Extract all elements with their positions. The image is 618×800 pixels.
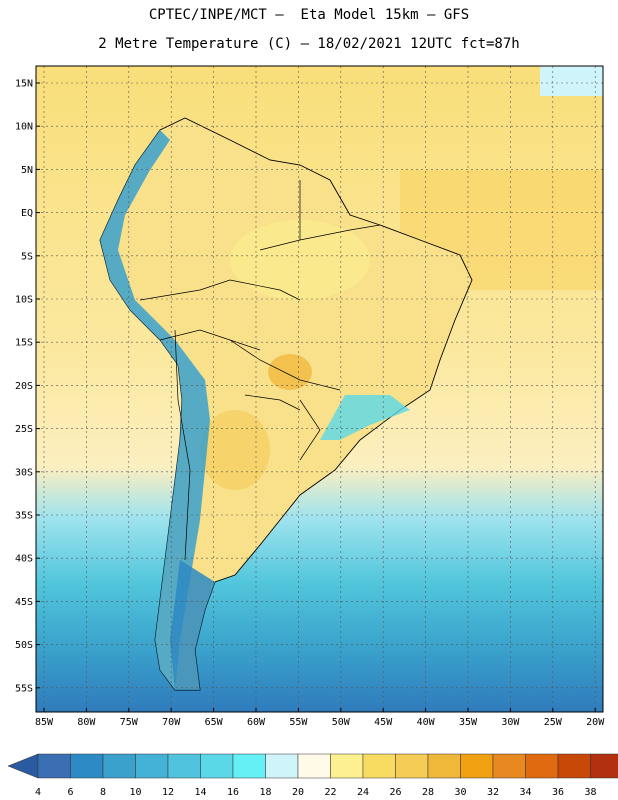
legend-swatch: [427, 753, 461, 779]
lon-label: 75W: [120, 717, 139, 728]
legend-label: 14: [194, 787, 206, 798]
legend-label: 34: [519, 787, 531, 798]
lon-label: 25W: [544, 717, 563, 728]
lat-label: 10N: [15, 122, 33, 133]
lon-label: 45W: [374, 717, 393, 728]
legend-swatch: [102, 753, 136, 779]
legend-swatch: [525, 753, 559, 779]
lon-label: 35W: [459, 717, 478, 728]
lon-label: 40W: [417, 717, 436, 728]
legend-label: 16: [227, 787, 239, 798]
lat-label: 20S: [15, 381, 33, 392]
legend-label: 20: [292, 787, 304, 798]
legend-label: 28: [422, 787, 434, 798]
longitude-labels: 85W 80W 75W 70W 65W 60W 55W 50W 45W 40W 35W 30W 25W 2…: [35, 708, 605, 728]
warm-area-amazon: [230, 220, 370, 300]
lat-label: 25S: [15, 424, 33, 435]
legend-swatch: [37, 753, 71, 779]
legend-label: 24: [357, 787, 369, 798]
color-legend: [7, 753, 618, 779]
legend-label: 22: [324, 787, 336, 798]
map-title-line2: 2 Metre Temperature (C) – 18/02/2021 12U…: [98, 36, 520, 52]
legend-label: 36: [552, 787, 564, 798]
lat-label: 55S: [15, 683, 33, 694]
legend-label: 8: [100, 787, 106, 798]
legend-swatch: [395, 753, 429, 779]
lon-label: 50W: [332, 717, 351, 728]
legend-label: 30: [454, 787, 466, 798]
legend-low-arrow: [7, 753, 39, 779]
legend-swatch: [70, 753, 104, 779]
hot-spot-paraguay: [268, 354, 312, 390]
legend-label: 38: [584, 787, 596, 798]
legend-swatch: [460, 753, 494, 779]
lat-label: 10S: [15, 295, 33, 306]
legend-swatch: [492, 753, 526, 779]
latitude-labels: 15N 10N 5N EQ 5S 10S 15S 20S 25S 30S 35S 40S 45S 50S 5…: [15, 79, 40, 694]
legend-swatch: [232, 753, 266, 779]
legend-label: 18: [259, 787, 271, 798]
lon-label: 65W: [205, 717, 224, 728]
legend-label: 26: [389, 787, 401, 798]
legend-swatch: [265, 753, 299, 779]
legend-swatch: [135, 753, 169, 779]
lat-label: 15N: [15, 79, 33, 90]
legend-swatch: [167, 753, 201, 779]
warm-area-argentina: [200, 410, 270, 490]
lat-label: 5N: [21, 165, 33, 176]
lon-label: 55W: [289, 717, 308, 728]
legend-swatch: [557, 753, 591, 779]
lat-label: 5S: [21, 251, 33, 262]
lat-label: 40S: [15, 554, 33, 565]
lat-label: 35S: [15, 511, 33, 522]
map-title-line1: CPTEC/INPE/MCT – Eta Model 15km – GFS: [148, 7, 470, 23]
lat-label: 45S: [15, 597, 33, 608]
legend-label: 32: [487, 787, 499, 798]
map-frame: [35, 65, 604, 713]
lon-label: 20W: [586, 717, 605, 728]
legend-swatch: [362, 753, 396, 779]
lon-label: 70W: [162, 717, 181, 728]
legend-swatch: [200, 753, 234, 779]
cool-north-patch: [540, 66, 603, 96]
legend-swatch: [330, 753, 364, 779]
legend-swatch: [590, 753, 618, 779]
legend-label: 6: [67, 787, 73, 798]
lon-label: 60W: [247, 717, 266, 728]
lat-label: EQ: [21, 208, 33, 219]
lat-label: 50S: [15, 640, 33, 651]
patagonia-cool-area: [170, 560, 215, 690]
lon-label: 85W: [35, 717, 54, 728]
legend-label: 10: [129, 787, 141, 798]
andes-cold-strip: [100, 130, 210, 690]
legend-label: 12: [162, 787, 174, 798]
legend-swatch: [297, 753, 331, 779]
legend-label: 4: [35, 787, 41, 798]
lat-label: 15S: [15, 338, 33, 349]
country-borders: [139, 180, 381, 561]
lon-label: 30W: [501, 717, 520, 728]
legend-labels: 4 6 8 10 12 14 16 18 20 22 24 26 28 30 32 34 36 38: [35, 787, 597, 798]
lon-label: 80W: [77, 717, 96, 728]
lat-label: 30S: [15, 467, 33, 478]
